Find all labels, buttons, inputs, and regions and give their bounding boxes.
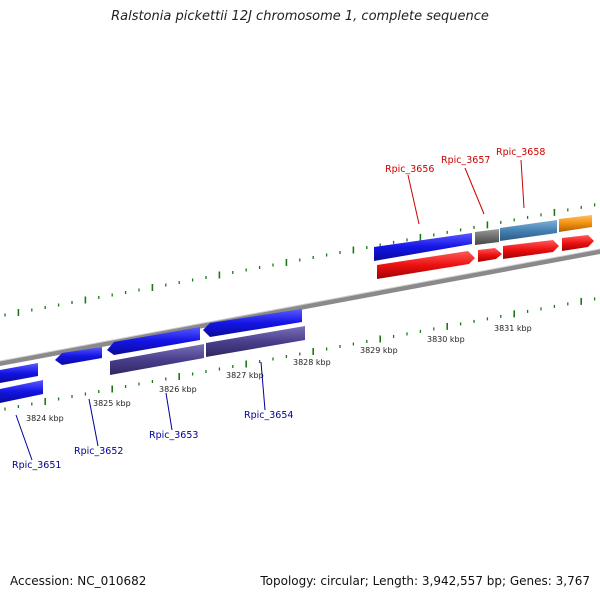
- gene-label-rpic-3651[interactable]: Rpic_3651: [12, 460, 61, 471]
- gene-label-rpic-3654[interactable]: Rpic_3654: [244, 410, 293, 421]
- scale-label: 3829 kbp: [360, 346, 398, 355]
- gene-reverse-purple-2[interactable]: [206, 326, 305, 357]
- forward-genes: [374, 215, 594, 279]
- gene-labels: Rpic_3656 Rpic_3657 Rpic_3658 Rpic_3651 …: [12, 147, 545, 471]
- gene-forward-red-3[interactable]: [503, 240, 559, 259]
- map-title: Ralstonia pickettii 12J chromosome 1, co…: [111, 9, 489, 24]
- gene-reverse-purple-1[interactable]: [110, 344, 204, 375]
- scale-label: 3828 kbp: [293, 358, 331, 367]
- gene-rpic-3651[interactable]: [0, 363, 38, 383]
- gene-label-rpic-3652[interactable]: Rpic_3652: [74, 446, 123, 457]
- scale-label: 3831 kbp: [494, 324, 532, 333]
- sequence-summary: Topology: circular; Length: 3,942,557 bp…: [260, 574, 590, 588]
- gene-rpic-3656[interactable]: [374, 233, 472, 261]
- reverse-genes: [0, 309, 305, 403]
- scale-ticks-upper: [4, 203, 596, 317]
- scale-label: 3825 kbp: [93, 399, 131, 408]
- gene-forward-orange[interactable]: [559, 215, 592, 232]
- gene-label-rpic-3653[interactable]: Rpic_3653: [149, 430, 198, 441]
- scale-ticks-lower: [4, 297, 596, 411]
- gene-label-rpic-3656[interactable]: Rpic_3656: [385, 164, 434, 175]
- gene-forward-red-2[interactable]: [478, 248, 502, 262]
- gene-rpic-3657[interactable]: [475, 229, 499, 245]
- scale-label: 3827 kbp: [226, 371, 264, 380]
- gene-forward-red-4[interactable]: [562, 235, 594, 251]
- gene-label-rpic-3657[interactable]: Rpic_3657: [441, 155, 490, 166]
- chromosome-backbone: [0, 249, 600, 366]
- gene-rpic-3654[interactable]: [203, 309, 302, 337]
- scale-label: 3826 kbp: [159, 385, 197, 394]
- scale-label: 3830 kbp: [427, 335, 465, 344]
- gene-rpic-3652[interactable]: [55, 347, 102, 365]
- gene-rpic-3653[interactable]: [107, 327, 200, 355]
- scale-label: 3824 kbp: [26, 414, 64, 423]
- scale-labels: 3824 kbp 3825 kbp 3826 kbp 3827 kbp 3828…: [26, 324, 532, 423]
- gene-forward-red-1[interactable]: [377, 251, 475, 279]
- gene-rpic-3658[interactable]: [500, 220, 557, 241]
- gene-label-rpic-3658[interactable]: Rpic_3658: [496, 147, 545, 158]
- leader-lines: [15, 159, 525, 461]
- gene-rpic-3651b[interactable]: [0, 380, 43, 403]
- accession-text: Accession: NC_010682: [10, 574, 147, 588]
